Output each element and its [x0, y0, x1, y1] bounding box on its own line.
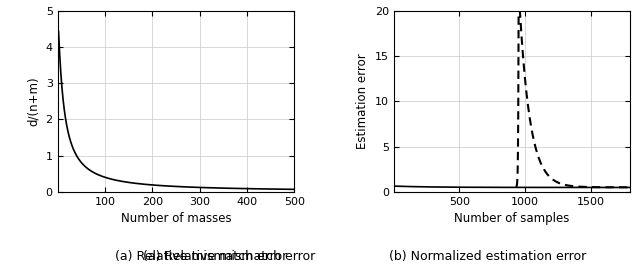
Y-axis label: Estimation error: Estimation error	[356, 53, 369, 149]
X-axis label: Number of masses: Number of masses	[120, 212, 231, 225]
Text: (a) Relative mismatch error: (a) Relative mismatch error	[143, 250, 316, 263]
Y-axis label: d/(n+m): d/(n+m)	[27, 76, 40, 126]
Text: (b) Normalized estimation error: (b) Normalized estimation error	[388, 250, 586, 263]
Text: (a) Relative mismatch error: (a) Relative mismatch error	[115, 250, 287, 263]
X-axis label: Number of samples: Number of samples	[454, 212, 570, 225]
